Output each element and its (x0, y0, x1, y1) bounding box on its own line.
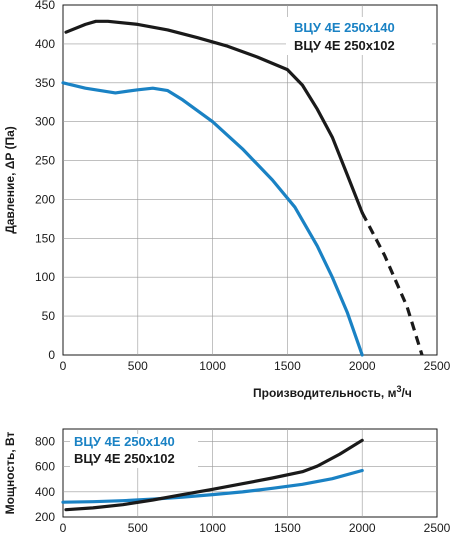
x-tick-label: 2000 (349, 359, 376, 373)
y-tick-label: 450 (35, 0, 55, 12)
power-chart: 0 500 1000 1500 2000 2500 200 400 600 800 Мощност… (3, 428, 450, 535)
series-line-1 (61, 81, 364, 357)
y-tick-label: 350 (35, 76, 55, 90)
y-tick-label: 100 (35, 270, 55, 284)
x-tick-label: 2000 (349, 521, 376, 535)
y-tick-label: 0 (48, 348, 55, 362)
pressure-plot-area (62, 4, 438, 356)
pressure-legend-series-2: ВЦУ 4Е 250x102 (294, 38, 395, 53)
pressure-chart: 0 500 1000 1500 2000 2500 0 50 100 150 200 250 300 35… (3, 0, 450, 400)
x-tick-label: 2500 (424, 359, 450, 373)
x-tick-label: 1500 (274, 521, 301, 535)
y-tick-label: 200 (35, 510, 55, 524)
x-tick-label: 2500 (424, 521, 450, 535)
y-tick-label: 200 (35, 192, 55, 206)
x-tick-label: 0 (60, 359, 67, 373)
y-tick-label: 600 (35, 460, 55, 474)
pressure-y-axis-label: Давление, ΔP (Па) (3, 126, 17, 234)
y-tick-label: 400 (35, 485, 55, 499)
y-tick-label: 800 (35, 435, 55, 449)
pressure-legend-series-1: ВЦУ 4Е 250x140 (294, 20, 395, 35)
power-ticks: 0 500 1000 1500 2000 2500 200 400 600 800 (35, 435, 450, 535)
y-tick-label: 300 (35, 115, 55, 129)
pressure-grid (63, 5, 437, 355)
x-tick-label: 0 (60, 521, 67, 535)
pressure-series (61, 19, 424, 357)
power-legend-series-2: ВЦУ 4Е 250x102 (74, 451, 175, 466)
flow-x-axis-label: Производительность, м3/ч (253, 384, 412, 400)
power-series (61, 438, 364, 512)
power-y-axis-label: Мощность, Вт (3, 431, 17, 514)
power-legend-series-1: ВЦУ 4Е 250x140 (74, 434, 175, 449)
x-tick-label: 1000 (199, 521, 226, 535)
series-line-2 (64, 438, 364, 512)
pressure-ticks: 0 500 1000 1500 2000 2500 0 50 100 150 200 250 300 35… (35, 0, 450, 373)
series-line-2-dashed-extension (360, 211, 424, 356)
y-tick-label: 250 (35, 154, 55, 168)
x-tick-label: 1000 (199, 359, 226, 373)
x-tick-label: 1500 (274, 359, 301, 373)
y-tick-label: 400 (35, 37, 55, 51)
x-tick-label: 500 (128, 521, 148, 535)
series-line-2 (64, 19, 364, 215)
series-line-1 (61, 468, 364, 504)
power-legend-box (70, 434, 198, 468)
y-tick-label: 150 (35, 231, 55, 245)
x-tick-label: 500 (128, 359, 148, 373)
pressure-legend-box (286, 17, 432, 55)
y-tick-label: 50 (42, 309, 56, 323)
power-plot-area (62, 428, 438, 518)
